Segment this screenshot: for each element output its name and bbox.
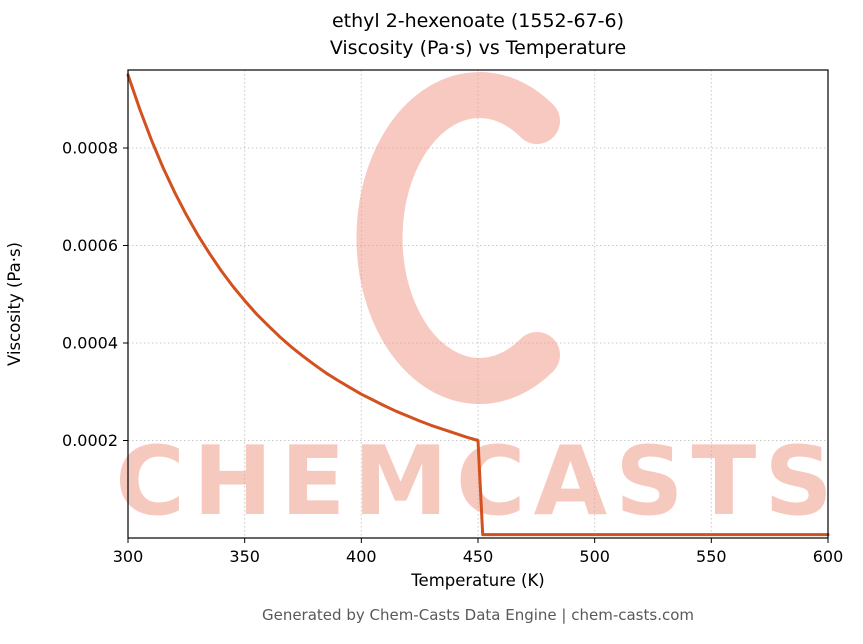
- x-tick-label: 400: [346, 547, 377, 566]
- x-tick-label: 550: [696, 547, 727, 566]
- viscosity-line: [126, 73, 830, 537]
- x-tick-label: 300: [113, 547, 144, 566]
- y-tick-label: 0.0002: [62, 431, 118, 450]
- plot-area: CHEMCASTS 300 350 400 450 500 550 600 0.0002 0.0…: [62, 69, 844, 566]
- x-tick-label: 500: [579, 547, 610, 566]
- x-tick-label: 450: [463, 547, 494, 566]
- y-tick-label: 0.0004: [62, 334, 118, 353]
- x-tick-label: 600: [813, 547, 844, 566]
- viscosity-chart: CHEMCASTS 300 350 400 450 500 550 600 0.0002 0.0…: [5, 69, 844, 590]
- c-swirl-logo-icon: [356, 72, 560, 404]
- chart-title: ethyl 2-hexenoate (1552-67-6) Viscosity …: [128, 8, 828, 62]
- y-axis-label: Viscosity (Pa·s): [5, 242, 24, 366]
- x-tick-label: 350: [229, 547, 260, 566]
- footer-credit: Generated by Chem-Casts Data Engine | ch…: [261, 606, 695, 624]
- y-tick-label: 0.0008: [62, 139, 118, 158]
- x-axis-label: Temperature (K): [410, 571, 544, 590]
- y-tick-label: 0.0006: [62, 236, 118, 255]
- watermark-text: CHEMCASTS: [115, 427, 841, 537]
- chart-title-line2: Viscosity (Pa·s) vs Temperature: [329, 36, 627, 59]
- watermark: CHEMCASTS: [115, 72, 841, 537]
- chart-title-line1: ethyl 2-hexenoate (1552-67-6): [331, 10, 625, 32]
